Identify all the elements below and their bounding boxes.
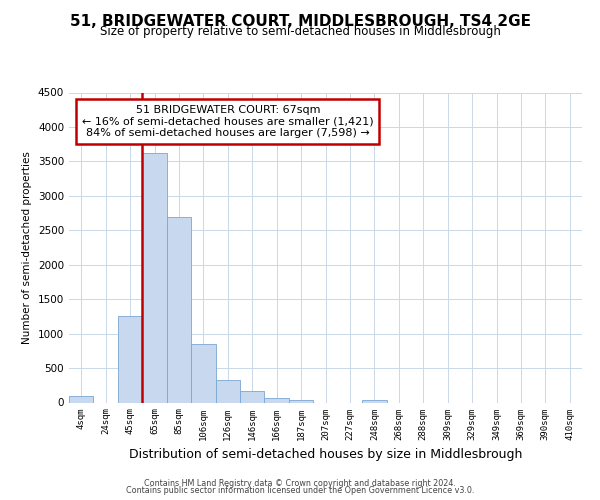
X-axis label: Distribution of semi-detached houses by size in Middlesbrough: Distribution of semi-detached houses by … [129, 448, 522, 461]
Text: 51, BRIDGEWATER COURT, MIDDLESBROUGH, TS4 2GE: 51, BRIDGEWATER COURT, MIDDLESBROUGH, TS… [70, 14, 530, 29]
Bar [240, 392, 265, 402]
Y-axis label: Number of semi-detached properties: Number of semi-detached properties [22, 151, 32, 344]
Bar [142, 153, 167, 402]
Bar [167, 216, 191, 402]
Bar [362, 400, 386, 402]
Text: Contains public sector information licensed under the Open Government Licence v3: Contains public sector information licen… [126, 486, 474, 495]
Text: Contains HM Land Registry data © Crown copyright and database right 2024.: Contains HM Land Registry data © Crown c… [144, 478, 456, 488]
Text: 51 BRIDGEWATER COURT: 67sqm
← 16% of semi-detached houses are smaller (1,421)
84: 51 BRIDGEWATER COURT: 67sqm ← 16% of sem… [82, 105, 374, 138]
Bar [265, 398, 289, 402]
Bar [215, 380, 240, 402]
Bar [69, 396, 94, 402]
Bar [118, 316, 142, 402]
Bar [289, 400, 313, 402]
Text: Size of property relative to semi-detached houses in Middlesbrough: Size of property relative to semi-detach… [100, 25, 500, 38]
Bar [191, 344, 215, 403]
